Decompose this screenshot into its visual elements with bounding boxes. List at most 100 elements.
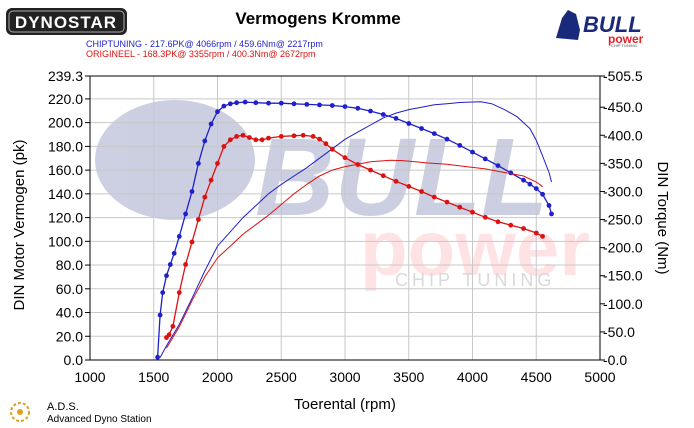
data-point-chiptuning-torque xyxy=(533,186,539,192)
ads-subtitle: Advanced Dyno Station xyxy=(47,414,152,425)
data-point-chiptuning-torque xyxy=(234,100,240,106)
data-point-origineel-torque xyxy=(196,217,201,222)
data-point-origineel-torque xyxy=(495,219,501,225)
data-point-origineel-torque xyxy=(234,134,240,139)
y-right-tick-label: -250.0 xyxy=(603,212,643,228)
data-point-chiptuning-torque xyxy=(157,312,163,318)
bull-power-logo-text: BULL xyxy=(583,12,642,37)
y-right-tick-labels: -0.0 -50.0 -100.0 -150.0 -200.0 -250.0 -300.0 -… xyxy=(600,68,643,368)
data-point-chiptuning-torque xyxy=(419,126,424,131)
data-point-origineel-torque xyxy=(329,146,335,152)
y-left-tick-label: 220.0 xyxy=(48,91,83,107)
data-point-chiptuning-torque xyxy=(431,131,437,137)
data-point-origineel-torque xyxy=(170,323,176,329)
data-point-chiptuning-torque xyxy=(208,121,214,127)
data-point-origineel-torque xyxy=(202,194,208,200)
y-left-tick-label: 120.0 xyxy=(48,210,83,226)
data-point-chiptuning-torque xyxy=(160,290,166,295)
data-point-chiptuning-torque xyxy=(355,105,361,111)
data-point-origineel-torque xyxy=(310,134,316,139)
x-axis-label: Toerental (rpm) xyxy=(294,396,396,413)
bull-power-logo-sub: power xyxy=(608,32,644,46)
dynostar-logo-inner xyxy=(8,10,125,33)
y-left-tick-label: 200.0 xyxy=(48,115,83,131)
data-point-chiptuning-torque xyxy=(155,354,161,360)
data-point-chiptuning-torque xyxy=(253,100,259,106)
y-left-tick-label: 40.0 xyxy=(56,305,83,321)
dynostar-logo: DYNOSTAR xyxy=(6,8,127,35)
data-point-origineel-torque xyxy=(540,234,545,239)
data-point-origineel-torque xyxy=(380,173,386,179)
data-point-chiptuning-torque xyxy=(495,163,501,169)
data-point-origineel-torque xyxy=(208,177,214,183)
watermark-bull-power: BULL power CHIP TUNING xyxy=(95,100,590,292)
y-right-tick-label: -100.0 xyxy=(603,296,643,312)
data-point-chiptuning-torque xyxy=(215,109,220,115)
data-point-origineel-torque xyxy=(419,189,424,194)
data-point-chiptuning-torque xyxy=(278,100,284,106)
y-left-tick-label: 20.0 xyxy=(56,328,83,344)
y-right-tick-label: -50.0 xyxy=(603,324,635,340)
data-point-origineel-torque xyxy=(166,332,172,338)
data-point-chiptuning-torque xyxy=(470,149,475,155)
y-axis-label-right: DIN Torque (Nm) xyxy=(654,161,671,274)
data-point-origineel-torque xyxy=(215,161,220,166)
y-left-tick-labels: 0.0 20.0 40.0 60.0 80.0 100.0 120.0 140.0 160.0 1… xyxy=(48,68,90,368)
data-point-chiptuning-torque xyxy=(164,273,169,279)
data-point-chiptuning-torque xyxy=(546,203,552,208)
data-point-chiptuning-torque xyxy=(457,143,463,148)
series-line-origineel-power xyxy=(166,159,543,349)
y-left-tick-label: 0.0 xyxy=(64,352,84,368)
data-point-chiptuning-torque xyxy=(317,102,322,108)
data-point-chiptuning-torque xyxy=(266,100,271,106)
data-point-origineel-torque xyxy=(259,137,265,143)
data-point-origineel-torque xyxy=(470,209,475,215)
y-left-tick-label: 80.0 xyxy=(56,257,83,273)
data-point-origineel-torque xyxy=(221,144,227,149)
data-point-origineel-torque xyxy=(176,290,182,295)
data-point-origineel-torque xyxy=(189,239,195,245)
data-point-chiptuning-torque xyxy=(183,211,189,217)
chart-title: Vermogens Kromme xyxy=(235,9,400,28)
data-point-chiptuning-torque xyxy=(368,108,373,114)
legend-origineel: ORIGINEEL - 168.3PK@ 3355rpm / 400.3Nm@ … xyxy=(86,49,316,59)
x-tick-label: 2000 xyxy=(202,369,233,385)
data-point-chiptuning-torque xyxy=(304,102,310,107)
data-point-origineel-torque xyxy=(278,134,284,139)
y-left-tick-label: 180.0 xyxy=(48,138,83,154)
x-tick-label: 3000 xyxy=(329,369,360,385)
legend-chiptuning: CHIPTUNING - 217.6PK@ 4066rpm / 459.6Nm@… xyxy=(86,39,323,49)
data-point-chiptuning-torque xyxy=(221,103,227,109)
data-point-chiptuning-torque xyxy=(167,262,173,267)
data-point-origineel-torque xyxy=(368,167,373,173)
chart-series xyxy=(155,99,554,360)
x-tick-label: 4000 xyxy=(457,369,488,385)
data-point-chiptuning-torque xyxy=(196,161,201,166)
y-axis-label-left: DIN Motor Vermogen (pk) xyxy=(11,140,28,311)
data-point-chiptuning-torque xyxy=(227,101,233,107)
data-point-origineel-torque xyxy=(253,137,259,143)
y-right-tick-label: -505.5 xyxy=(603,68,643,84)
watermark-tag: CHIP TUNING xyxy=(395,270,555,290)
x-tick-label: 1000 xyxy=(74,369,105,385)
data-point-chiptuning-torque xyxy=(482,156,488,162)
data-point-chiptuning-torque xyxy=(549,211,554,217)
data-point-origineel-torque xyxy=(482,214,488,220)
y-right-tick-label: -400.0 xyxy=(603,127,643,143)
data-point-origineel-torque xyxy=(323,141,329,147)
data-point-origineel-torque xyxy=(240,132,246,138)
data-point-origineel-torque xyxy=(342,155,348,161)
dynostar-logo-badge xyxy=(6,8,127,35)
data-point-origineel-torque xyxy=(393,178,399,184)
x-tick-label: 3500 xyxy=(393,369,424,385)
data-point-chiptuning-torque xyxy=(540,191,545,197)
y-left-tick-label: 100.0 xyxy=(48,233,83,249)
data-point-chiptuning-torque xyxy=(393,116,399,121)
y-left-tick-label: 140.0 xyxy=(48,186,83,202)
data-point-origineel-torque xyxy=(300,132,306,138)
ads-title: A.D.S. xyxy=(47,401,79,413)
data-point-origineel-torque xyxy=(291,133,297,139)
x-tick-label: 5000 xyxy=(584,369,615,385)
data-point-origineel-torque xyxy=(406,184,412,189)
y-right-tick-label: -300.0 xyxy=(603,183,643,199)
